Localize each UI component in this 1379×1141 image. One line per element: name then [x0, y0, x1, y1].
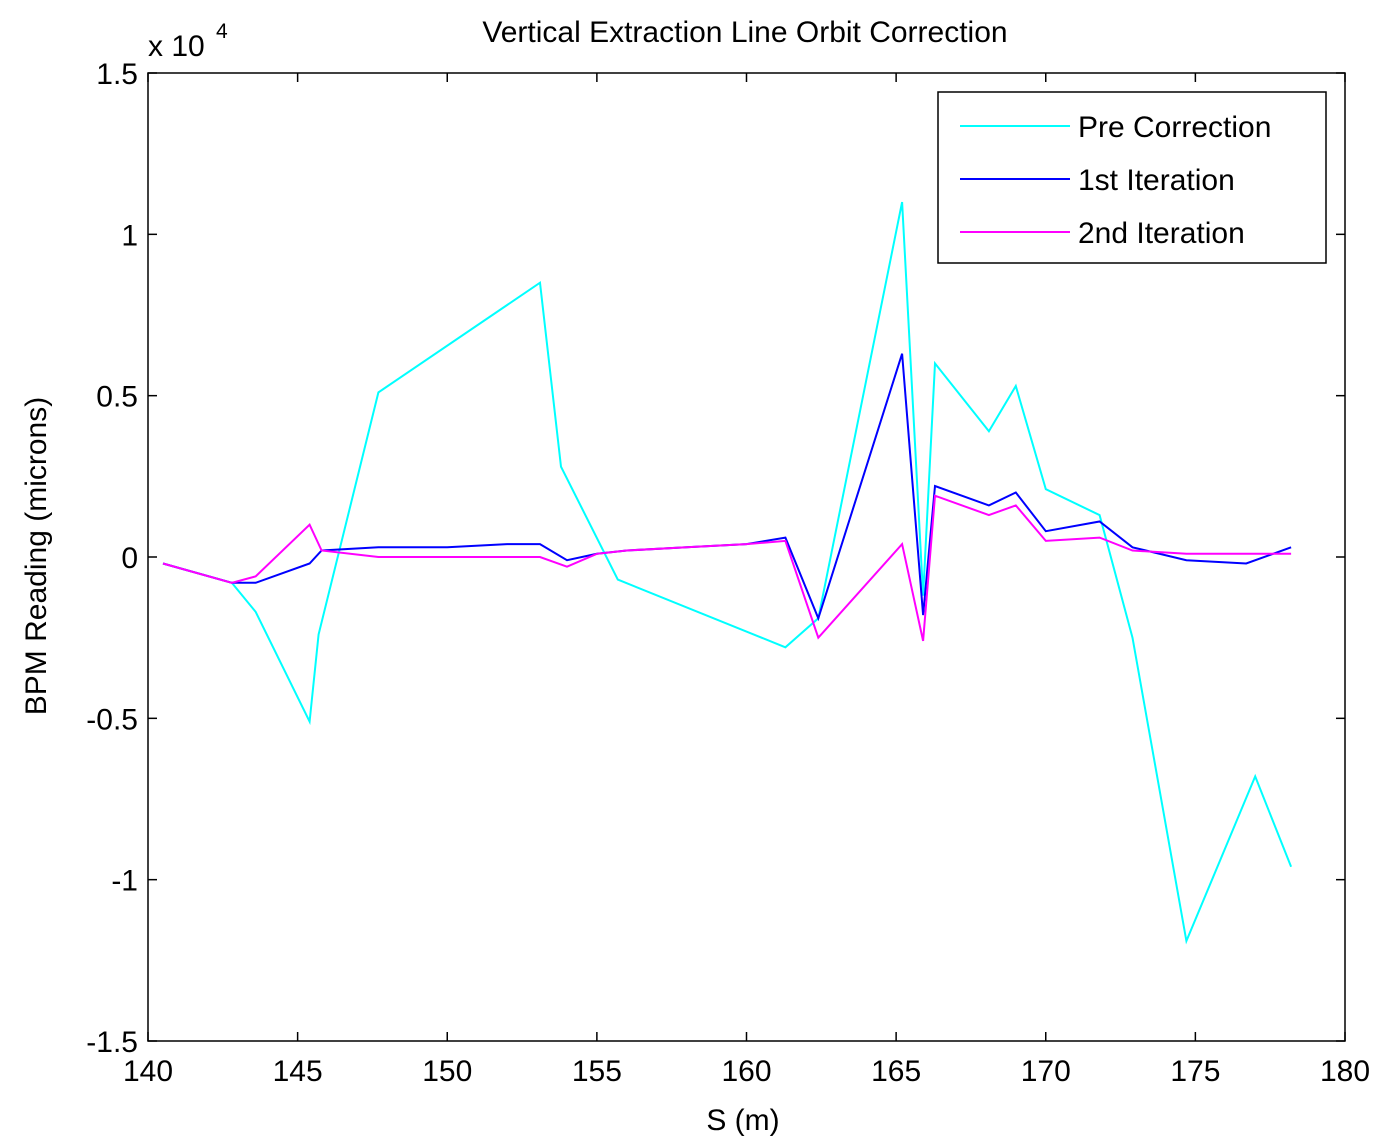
y-tick-label: -1 [111, 865, 138, 898]
y-tick-label: 0.5 [96, 381, 138, 414]
x-tick-label: 170 [1021, 1055, 1071, 1088]
legend-label-2: 1st Iteration [1078, 164, 1235, 197]
y-tick-label: -0.5 [86, 703, 138, 736]
legend-label-1: Pre Correction [1078, 111, 1271, 144]
y-axis-label: BPM Reading (microns) [20, 397, 53, 715]
x-tick-label: 180 [1320, 1055, 1370, 1088]
y-tick-label: 0 [121, 542, 138, 575]
y-tick-label: 1 [121, 219, 138, 252]
chart-title: Vertical Extraction Line Orbit Correctio… [482, 16, 1007, 49]
series-layer [162, 201, 1293, 945]
y-multiplier-label: x 10 [148, 30, 205, 63]
series-line-3 [162, 494, 1292, 642]
x-axis-label: S (m) [706, 1104, 779, 1137]
series-line-1 [162, 201, 1293, 945]
x-tick-label: 145 [273, 1055, 323, 1088]
legend-box [937, 91, 1327, 264]
y-multiplier-exponent: 4 [216, 20, 228, 43]
ticks-layer: 140 145 150 155 160 165 170 175 180 -1.5 -1 -0.5 0 0.… [86, 58, 1370, 1088]
x-tick-label: 165 [871, 1055, 921, 1088]
x-tick-label: 175 [1170, 1055, 1220, 1088]
x-tick-label: 155 [572, 1055, 622, 1088]
legend: Pre Correction 1st Iteration 2nd Iteration [937, 91, 1327, 264]
x-tick-label: 140 [123, 1055, 173, 1088]
legend-label-3: 2nd Iteration [1078, 217, 1245, 250]
y-tick-label: -1.5 [86, 1026, 138, 1059]
y-tick-label: 1.5 [96, 58, 138, 91]
x-tick-label: 160 [721, 1055, 771, 1088]
x-tick-label: 150 [422, 1055, 472, 1088]
